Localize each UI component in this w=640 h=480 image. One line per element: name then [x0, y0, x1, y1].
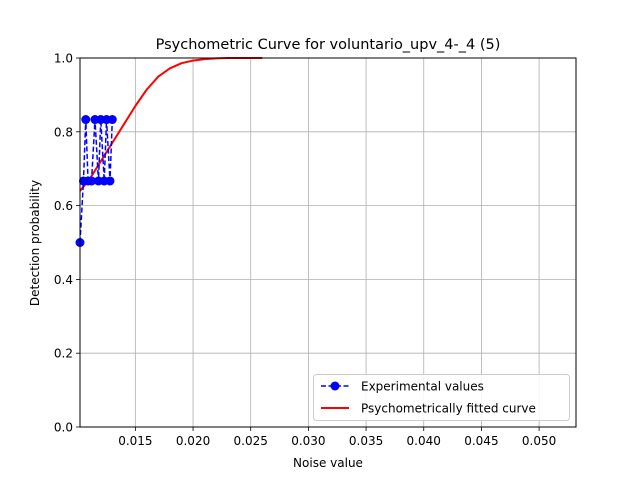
x-tick-label: 0.035: [349, 434, 383, 448]
y-tick-label: 0.4: [54, 273, 73, 287]
x-tick-label: 0.045: [464, 434, 498, 448]
y-tick-label: 0.2: [54, 347, 73, 361]
chart-legend: Experimental values Psychometrically fit…: [313, 374, 570, 421]
legend-box: [313, 374, 570, 421]
plot-frame: [79, 57, 577, 428]
x-axis-label: Noise value: [293, 456, 363, 470]
x-tick-label: 0.050: [522, 434, 556, 448]
y-tick-label: 0.6: [54, 199, 73, 213]
y-tick-label: 0.8: [54, 125, 73, 139]
axis-ticks: 0.015 0.020 0.025 0.030 0.035 0.040 0.045 0.050…: [54, 52, 556, 449]
chart-title: Psychometric Curve for voluntario_upv_4-…: [156, 37, 501, 53]
experimental-data-point: [107, 115, 117, 125]
legend-swatch-experimental-marker: [330, 381, 340, 391]
x-tick-label: 0.040: [407, 434, 441, 448]
experimental-data-point: [87, 176, 97, 186]
plot-series: [75, 57, 263, 247]
legend-label-experimental: Experimental values: [361, 380, 484, 394]
legend-label-fitted: Psychometrically fitted curve: [361, 402, 536, 416]
experimental-values-line: [79, 119, 114, 243]
x-tick-label: 0.020: [176, 434, 210, 448]
experimental-data-point: [105, 176, 115, 186]
y-axis-label: Detection probability: [28, 180, 42, 306]
x-tick-label: 0.025: [234, 434, 268, 448]
x-tick-label: 0.015: [118, 434, 152, 448]
x-tick-label: 0.030: [291, 434, 325, 448]
experimental-data-point: [81, 115, 91, 125]
y-tick-label: 0.0: [54, 421, 73, 435]
y-tick-label: 1.0: [54, 52, 73, 66]
